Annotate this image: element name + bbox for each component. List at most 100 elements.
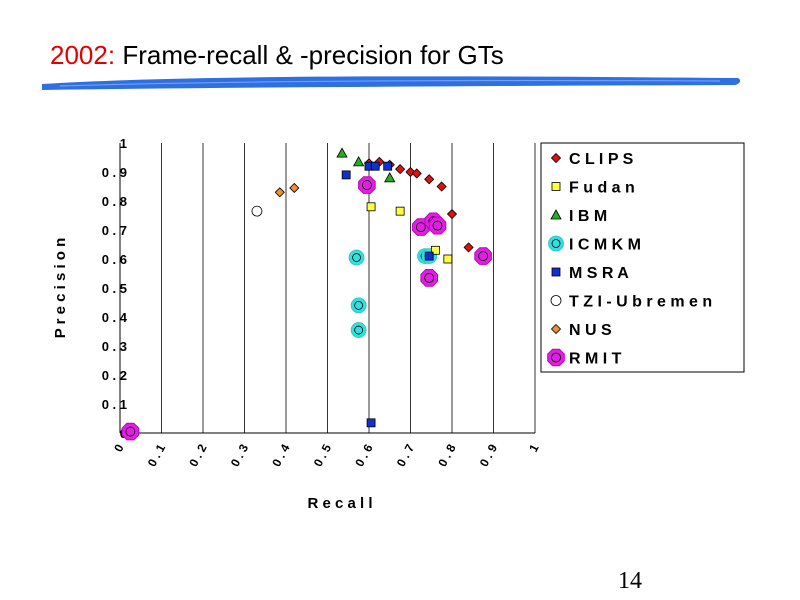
point-nus-1	[289, 182, 300, 194]
point-clips-8	[446, 208, 458, 220]
legend-marker-tzi-ubremen	[550, 295, 562, 306]
legend-marker-rmit-ring	[551, 352, 561, 363]
point-icmkm-2-halo	[350, 322, 367, 338]
point-msra-0	[341, 170, 351, 180]
y-tick-label-10: 1	[120, 136, 127, 151]
y-tick-label-5: 0 . 5	[102, 281, 127, 296]
point-rmit-0	[121, 422, 140, 441]
y-axis-label: P r e c i s i o n	[52, 238, 69, 339]
point-clips-9	[463, 242, 474, 253]
point-rmit-0-ring	[125, 426, 136, 437]
legend-marker-nus	[550, 323, 562, 335]
point-fudan-1	[395, 206, 405, 216]
point-rmit-5-ring	[424, 272, 435, 283]
x-axis-label: R e c a l l	[307, 495, 372, 512]
legend-marker-rmit-shape	[547, 348, 565, 367]
point-ibm-1	[352, 156, 365, 167]
y-tick-labels: 00 . 10 . 20 . 30 . 40 . 50 . 60 . 70 . …	[102, 136, 128, 441]
x-tick-label-6: 0 . 6	[352, 442, 375, 469]
point-rmit-0-shape	[121, 422, 140, 441]
point-rmit-4-ring	[432, 220, 443, 231]
point-icmkm-2-ring	[354, 325, 364, 335]
x-tick-label-0: 0	[111, 442, 127, 455]
point-msra-2	[370, 161, 380, 171]
point-clips-5	[411, 168, 422, 179]
point-icmkm-2	[350, 322, 367, 338]
legend-label-fudan: F u d a n	[569, 180, 635, 197]
x-tick-label-7: 0 . 7	[394, 442, 417, 469]
point-clips-6	[424, 174, 435, 185]
point-icmkm-1-ring	[354, 300, 364, 310]
point-rmit-4	[428, 216, 447, 235]
point-icmkm-0-halo	[348, 249, 365, 266]
legend-marker-msra	[551, 267, 561, 277]
legend-label-nus: N U S	[569, 322, 612, 339]
y-tick-label-4: 0 . 4	[102, 310, 128, 325]
x-tick-labels: 0 0 . 1 0 . 2 0 . 3 0 . 4 0 . 5 0 . 6 0 . 7 0 . …	[111, 442, 542, 469]
point-rmit-6-shape	[474, 247, 492, 265]
y-tick-label-6: 0 . 6	[102, 252, 127, 267]
x-tick-label-1: 0 . 1	[145, 442, 168, 469]
point-rmit-2-ring	[415, 222, 426, 233]
legend-marker-icmkm-halo	[548, 235, 564, 252]
y-tick-label-9: 0 . 9	[102, 165, 127, 180]
point-fudan-2	[430, 245, 440, 255]
point-rmit-5-shape	[420, 269, 438, 287]
legend: C L I P S F u d a n I B M I C M K M M S R A T…	[540, 142, 745, 373]
y-tick-label-3: 0 . 3	[102, 339, 127, 354]
legend-label-tzi-ubremen: T Z I - U b r e m e n	[569, 294, 712, 311]
point-msra-4	[424, 251, 434, 261]
point-msra-3	[383, 161, 393, 171]
point-fudan-0	[366, 202, 376, 212]
title-text: Frame-recall & -precision for GTs	[122, 40, 504, 70]
data-markers	[121, 147, 492, 441]
point-msra-5	[366, 418, 376, 428]
legend-label-clips: C L I P S	[569, 151, 634, 168]
title-year: 2002:	[50, 40, 116, 70]
x-tick-label-2: 0 . 2	[186, 442, 209, 469]
title-underline-swoosh	[42, 76, 741, 90]
legend-label-icmkm: I C M K M	[569, 237, 641, 254]
legend-marker-rmit	[547, 348, 565, 367]
page-number: 14	[618, 568, 642, 594]
legend-marker-icmkm-ring	[551, 239, 561, 248]
point-icmkm-1	[350, 297, 367, 314]
slide-title: 2002: Frame-recall & -precision for GTs	[50, 40, 504, 71]
y-tick-label-8: 0 . 8	[102, 194, 127, 209]
legend-marker-clips	[550, 152, 562, 164]
point-rmit-1	[358, 176, 376, 194]
x-tick-label-9: 0 . 9	[477, 442, 500, 469]
point-tzi-ubremen-0	[251, 205, 263, 217]
legend-marker-icmkm	[548, 235, 564, 252]
point-nus-0	[274, 187, 285, 198]
x-tick-label-4: 0 . 4	[269, 442, 292, 469]
point-icmkm-1-halo	[350, 297, 367, 314]
point-ibm-2	[384, 171, 396, 183]
legend-marker-ibm	[550, 209, 562, 220]
x-tick-label-10: 1	[526, 442, 542, 455]
legend-box	[540, 142, 745, 373]
legend-label-rmit: R M I T	[569, 351, 622, 368]
point-rmit-4-shape	[428, 216, 447, 235]
point-rmit-5	[420, 269, 438, 287]
legend-label-ibm: I B M	[569, 208, 607, 225]
x-tick-label-5: 0 . 5	[311, 442, 334, 469]
point-icmkm-0-ring	[352, 253, 361, 262]
point-icmkm-0	[348, 249, 365, 266]
point-rmit-1-shape	[358, 176, 376, 194]
point-clips-3	[395, 164, 406, 175]
y-tick-label-7: 0 . 7	[102, 223, 127, 238]
x-tick-label-3: 0 . 3	[228, 442, 251, 469]
point-clips-7	[436, 181, 447, 192]
point-fudan-3	[443, 254, 453, 264]
x-tick-label-8: 0 . 8	[435, 442, 458, 469]
point-ibm-0	[336, 147, 348, 158]
legend-entries: C L I P S F u d a n I B M I C M K M M S R A T…	[547, 151, 712, 368]
legend-label-msra: M S R A	[569, 265, 629, 282]
y-tick-label-1: 0 . 1	[102, 397, 127, 412]
point-rmit-1-ring	[362, 180, 372, 190]
point-rmit-6-ring	[478, 251, 489, 262]
point-rmit-6	[474, 247, 492, 265]
y-tick-label-2: 0 . 2	[102, 368, 127, 383]
